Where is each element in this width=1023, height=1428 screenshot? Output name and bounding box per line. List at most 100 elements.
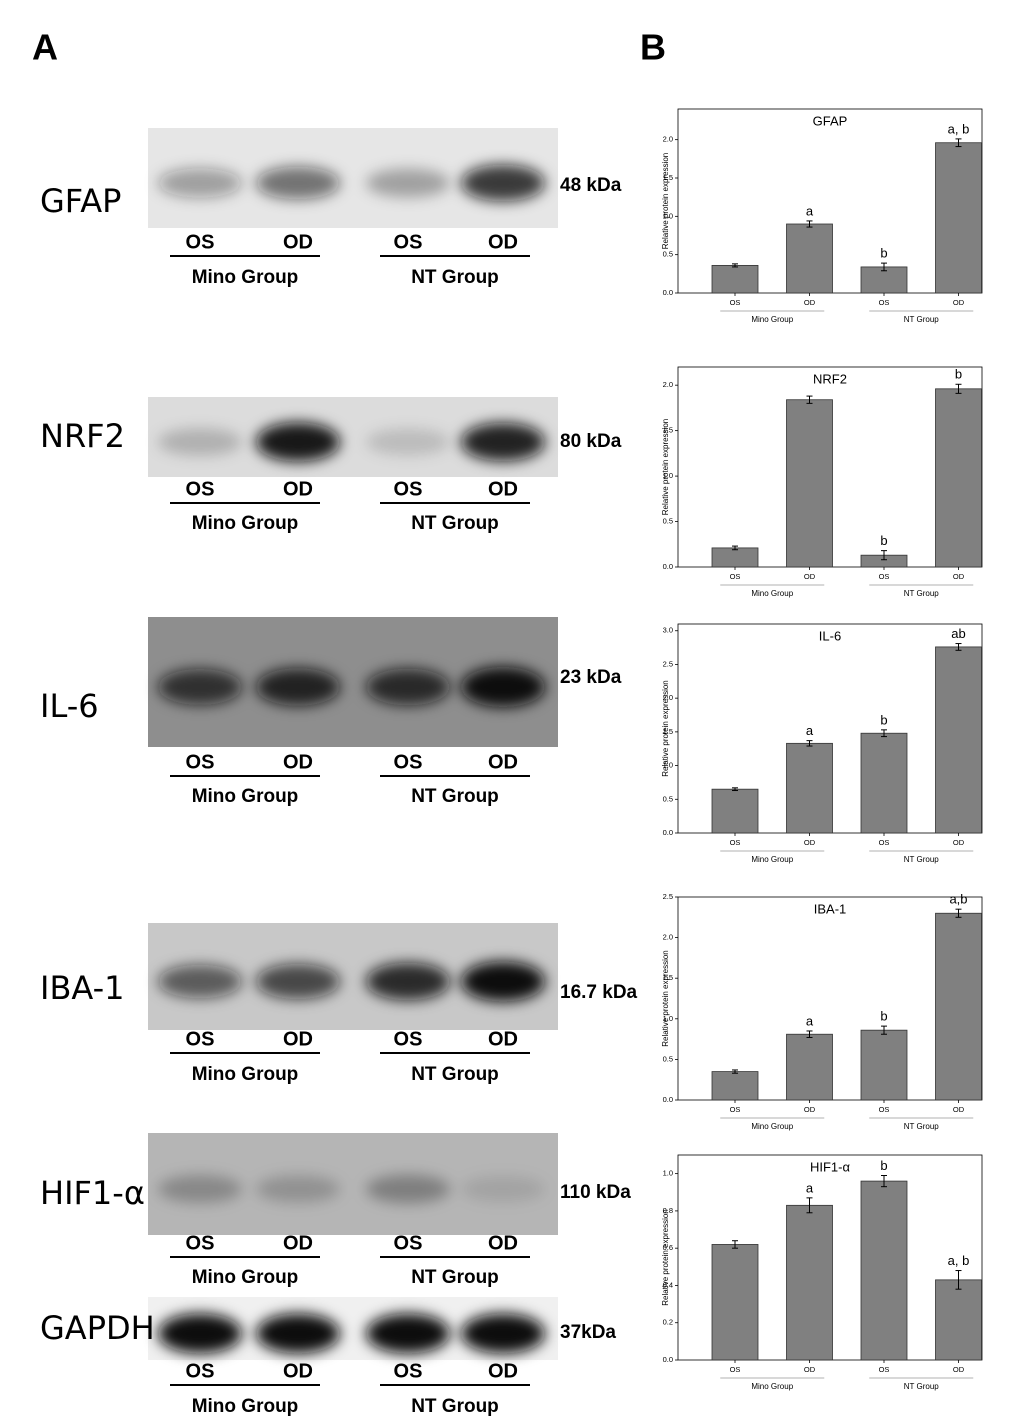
- group-label: NT Group: [411, 1267, 499, 1288]
- lane-label: OD: [283, 751, 313, 773]
- group-label: Mino Group: [751, 1122, 793, 1131]
- x-tick-label: OD: [953, 1365, 965, 1374]
- lane-label: OD: [488, 478, 518, 500]
- lane-label: OS: [186, 1232, 215, 1254]
- group-label: Mino Group: [192, 1396, 299, 1417]
- y-tick-label: 0.2: [663, 1318, 673, 1327]
- group-label: NT Group: [411, 1396, 499, 1417]
- error-bar: [806, 740, 813, 747]
- group-label: NT Group: [411, 1064, 499, 1085]
- bar: [711, 1244, 759, 1361]
- error-bar: [806, 220, 813, 228]
- y-tick-label: 1.0: [663, 211, 673, 220]
- lane-label: OD: [283, 1028, 313, 1050]
- annotation: a: [806, 1013, 814, 1028]
- x-tick-label: OD: [953, 838, 965, 847]
- y-tick-label: 2.0: [663, 380, 673, 389]
- y-tick-label: 0.0: [663, 1095, 673, 1104]
- annotation: b: [880, 246, 887, 261]
- error-bar: [955, 1270, 962, 1290]
- error-bar: [881, 1175, 887, 1188]
- chart-title: NRF2: [813, 371, 847, 386]
- y-tick-label: 0.0: [663, 828, 673, 837]
- y-axis-label: Relative protein expression: [661, 680, 670, 777]
- lane-label: OD: [283, 1232, 313, 1254]
- protein-name: GFAP: [40, 182, 121, 220]
- lane-label: OS: [394, 231, 423, 253]
- blot-bands: [158, 164, 545, 202]
- group-label: NT Group: [904, 589, 940, 598]
- y-tick-label: 0.0: [663, 288, 673, 297]
- error-bar: [881, 1025, 887, 1035]
- x-tick-label: OS: [730, 838, 741, 847]
- protein-name: GAPDH: [40, 1309, 155, 1347]
- lane-label: OD: [283, 478, 313, 500]
- group-label: NT Group: [904, 855, 940, 864]
- lane-label: OS: [186, 751, 215, 773]
- molecular-weight: 37kDa: [560, 1322, 616, 1343]
- error-bar: [955, 908, 962, 918]
- bar: [935, 1279, 982, 1361]
- annotation: b: [955, 367, 962, 382]
- blot-bands: [158, 961, 545, 1002]
- x-tick-label: OD: [804, 298, 816, 307]
- annotation: a, b: [948, 1253, 970, 1268]
- x-tick-label: OD: [804, 838, 816, 847]
- band: [366, 1174, 450, 1204]
- x-tick-label: OS: [879, 572, 890, 581]
- error-bar: [806, 1030, 813, 1038]
- bar: [711, 788, 759, 834]
- y-axis-label: Relative protein expression: [661, 1209, 670, 1306]
- lane-label: OS: [186, 478, 215, 500]
- y-tick-label: 2.5: [663, 892, 673, 901]
- annotation: a: [806, 203, 814, 218]
- band: [366, 962, 450, 1001]
- band: [158, 428, 242, 456]
- y-tick-label: 2.0: [663, 693, 673, 702]
- band: [158, 1313, 242, 1354]
- group-label: Mino Group: [751, 1382, 793, 1391]
- group-label: NT Group: [904, 315, 940, 324]
- group-label: NT Group: [411, 513, 499, 534]
- error-bar: [955, 138, 962, 148]
- x-tick-label: OD: [804, 1105, 816, 1114]
- lane-label: OS: [394, 1232, 423, 1254]
- error-bar: [732, 1240, 738, 1249]
- error-bar: [955, 643, 962, 651]
- band: [256, 166, 340, 200]
- lane-label: OD: [488, 231, 518, 253]
- lane-label: OS: [394, 478, 423, 500]
- error-bar: [881, 550, 887, 561]
- molecular-weight: 48 kDa: [560, 175, 622, 196]
- bar: [711, 547, 759, 568]
- band: [366, 1313, 450, 1354]
- group-label: Mino Group: [751, 589, 793, 598]
- blot-bands: [158, 1174, 545, 1204]
- x-tick-label: OS: [730, 572, 741, 581]
- protein-name: HIF1-α: [40, 1174, 145, 1212]
- band: [461, 961, 545, 1002]
- chart-title: IL-6: [819, 628, 841, 643]
- group-label: Mino Group: [192, 1267, 299, 1288]
- band: [461, 1313, 545, 1354]
- group-label: Mino Group: [192, 1064, 299, 1085]
- molecular-weight: 80 kDa: [560, 431, 622, 452]
- bar: [786, 1204, 833, 1361]
- lane-label: OS: [394, 751, 423, 773]
- x-tick-label: OS: [730, 1365, 741, 1374]
- protein-name: NRF2: [40, 417, 125, 455]
- bar: [786, 1033, 833, 1101]
- bar: [935, 142, 982, 294]
- group-label: Mino Group: [192, 786, 299, 807]
- y-tick-label: 1.5: [663, 973, 673, 982]
- group-label: NT Group: [904, 1122, 940, 1131]
- annotation: a: [806, 1180, 814, 1195]
- molecular-weight: 16.7 kDa: [560, 982, 638, 1003]
- annotation: a, b: [948, 121, 970, 136]
- band: [366, 428, 450, 456]
- x-tick-label: OS: [879, 1365, 890, 1374]
- panel-label: A: [32, 27, 58, 68]
- lane-label: OS: [186, 1360, 215, 1382]
- bar: [860, 732, 908, 834]
